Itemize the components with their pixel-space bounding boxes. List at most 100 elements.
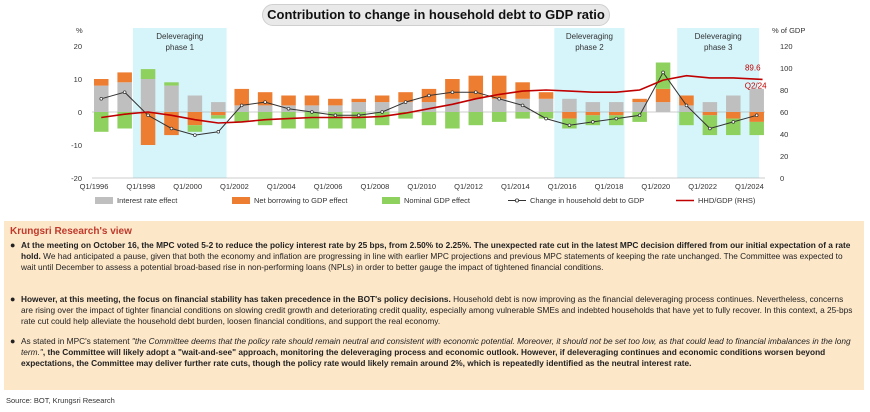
series-point-change <box>169 126 174 131</box>
y-left-unit: % <box>76 26 83 35</box>
series-point-change <box>708 126 712 131</box>
bar <box>234 105 249 112</box>
bar <box>491 98 507 112</box>
bar <box>398 102 413 112</box>
y-left-tick: 20 <box>74 42 82 51</box>
bar <box>749 88 764 112</box>
y-right-tick: 60 <box>780 108 788 117</box>
bar <box>468 112 484 126</box>
series-point-change <box>239 103 244 108</box>
bar <box>374 102 390 112</box>
bullet-dot-icon: ● <box>10 240 16 250</box>
y-left-tick: -10 <box>71 141 82 150</box>
series-point-change <box>263 100 267 104</box>
y-right-tick: 100 <box>780 64 793 73</box>
bar <box>211 115 226 119</box>
bullet-1-text: We had anticipated a pause, given that b… <box>21 251 843 273</box>
x-tick: Q1/2016 <box>548 182 577 191</box>
research-view-panel: Krungsri Research's view ● At the meetin… <box>4 221 864 390</box>
bar <box>749 121 764 136</box>
bar <box>726 95 741 112</box>
bullet-1: ● At the meeting on October 16, the MPC … <box>10 240 856 274</box>
bullet-2: ● However, at this meeting, the focus on… <box>10 294 856 328</box>
bar <box>117 112 132 129</box>
series-point-change <box>661 70 665 75</box>
bullet-3-text: As stated in MPC's statement <box>21 336 132 346</box>
bar <box>702 112 718 116</box>
legend-label: Interest rate effect <box>117 196 178 205</box>
bar <box>679 105 694 112</box>
series-point-change <box>474 90 478 94</box>
bullet-3-bold: , the Committee will likely adopt a "wai… <box>21 347 826 369</box>
x-tick: Q1/2018 <box>595 182 624 191</box>
series-point-change <box>614 116 618 121</box>
legend-swatch <box>382 197 400 204</box>
bar <box>562 112 577 119</box>
bar <box>140 69 156 79</box>
chart-title: Contribution to change in household debt… <box>262 4 610 26</box>
bar <box>421 102 437 112</box>
region-label-line1: Deleveraging <box>695 32 742 41</box>
bullet-1-bold: At the meeting on October 16, the MPC vo… <box>21 240 851 262</box>
bar <box>726 112 741 119</box>
x-tick: Q1/2008 <box>361 182 390 191</box>
x-tick: Q1/2024 <box>735 182 764 191</box>
bullet-2-text: Household debt is now improving as the f… <box>21 294 853 327</box>
bar <box>281 95 296 106</box>
y-right-tick: 0 <box>780 174 784 183</box>
bar <box>117 72 132 83</box>
series-point-change <box>520 103 525 108</box>
bar <box>281 112 296 129</box>
bar <box>491 75 507 99</box>
bar <box>257 105 273 112</box>
bar <box>515 112 530 119</box>
bar <box>538 92 554 99</box>
bar <box>585 102 601 112</box>
bar <box>445 112 460 129</box>
x-tick: Q1/1996 <box>80 182 109 191</box>
bar <box>538 98 554 112</box>
bar <box>632 102 647 112</box>
y-right-tick: 120 <box>780 42 793 51</box>
legend-label: HHD/GDP (RHS) <box>698 196 756 205</box>
bar <box>608 112 624 116</box>
x-tick: Q1/2004 <box>267 182 296 191</box>
series-point-change <box>146 113 150 118</box>
region-label-line2: phase 2 <box>575 43 604 52</box>
bullet-3-quote: "the Committee deems that the policy rat… <box>21 336 851 358</box>
bar <box>655 62 671 89</box>
series-line-hhd <box>101 74 763 124</box>
bullet-dot-icon: ● <box>10 336 16 346</box>
bar <box>679 112 694 126</box>
bullet-2-bold: However, at this meeting, the focus on f… <box>21 294 451 304</box>
x-tick: Q1/2002 <box>220 182 249 191</box>
bar <box>632 98 647 103</box>
series-point-change <box>310 110 314 114</box>
bullet-dot-icon: ● <box>10 294 16 304</box>
series-point-change <box>122 90 127 94</box>
bar <box>234 112 249 122</box>
series-point-change <box>357 113 361 118</box>
bar <box>702 102 718 112</box>
source-note: Source: BOT, Krungsri Research <box>6 396 115 405</box>
series-point-change <box>216 130 221 134</box>
series-point-change <box>193 133 197 137</box>
series-point-change <box>591 120 595 124</box>
x-tick: Q1/2000 <box>173 182 202 191</box>
y-right-unit: % of GDP <box>772 26 805 35</box>
region-label-line1: Deleveraging <box>566 32 613 41</box>
series-point-change <box>380 110 384 114</box>
bar <box>679 95 694 106</box>
legend-label: Net borrowing to GDP effect <box>254 196 348 205</box>
region-label-line2: phase 3 <box>704 43 733 52</box>
y-right-tick: 80 <box>780 86 788 95</box>
bar <box>374 95 390 103</box>
series-point-change <box>731 120 736 124</box>
legend-label: Change in household debt to GDP <box>530 196 644 205</box>
bar <box>702 115 718 136</box>
bar <box>187 112 203 126</box>
bar <box>187 95 203 112</box>
bar <box>234 88 249 106</box>
bar <box>655 88 671 103</box>
bar <box>304 112 320 129</box>
